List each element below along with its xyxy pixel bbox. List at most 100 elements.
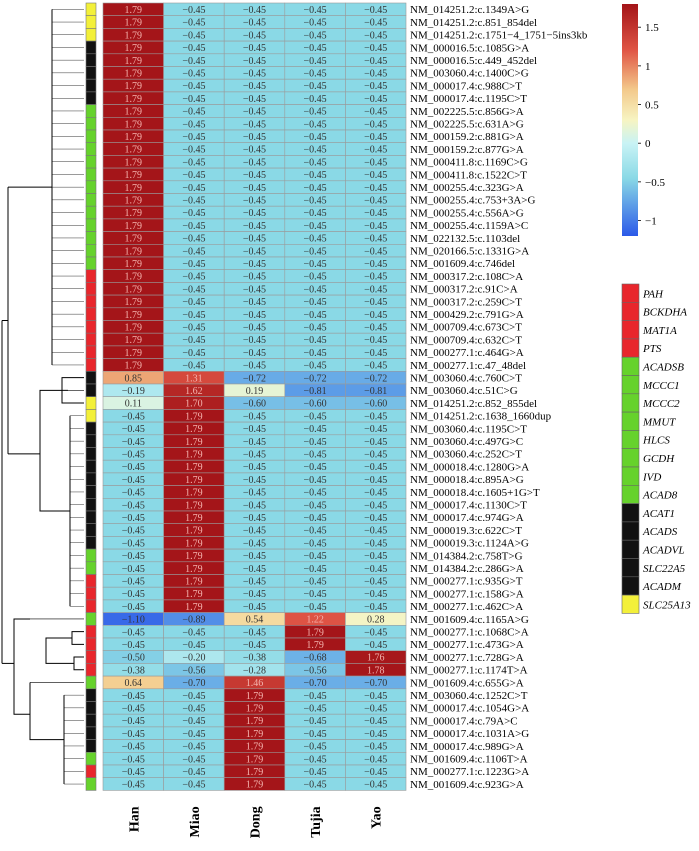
row-label: NM_000317.2:c.259C>T [410,296,522,308]
cell-value-label: −0.45 [243,526,266,537]
cell-value-label: 1.79 [185,564,203,575]
cell-value-label: −0.81 [364,386,387,397]
cell-value-label: −0.45 [304,526,327,537]
gene-legend-label: SLC22A5 [643,563,686,575]
cell-value-label: −0.45 [243,335,266,346]
cell-value-label: −1.10 [122,615,145,626]
cell-value-label: 1.79 [246,767,264,778]
cell-value-label: −0.45 [122,754,145,765]
cell-value-label: −0.45 [304,488,327,499]
cell-value-label: −0.45 [364,450,387,461]
row-label: NM_002225.5:c.631A>G [410,119,524,131]
cell-value-label: 1.79 [185,589,203,600]
cell-value-label: −0.45 [304,551,327,562]
cell-value-label: −0.45 [364,183,387,194]
row-label: NM_000016.5:c.449_452del [410,55,537,67]
cell-value-label: −0.45 [243,196,266,207]
gene-legend-swatch [621,558,640,578]
gene-annotation-cell [85,701,97,715]
cell-value-label: −0.45 [122,627,145,638]
row-label: NM_000016.5:c.1085G>A [410,42,529,54]
gene-annotation-cell [85,574,97,588]
cell-value-label: −0.45 [243,424,266,435]
cell-value-label: −0.45 [122,577,145,588]
gene-annotation-cell [85,751,97,766]
cell-value-label: −0.45 [122,780,145,791]
row-label: NM_000017.4:c.1031A>G [410,728,529,740]
cell-value-label: −0.45 [182,43,205,54]
cell-value-label: −0.45 [304,284,327,295]
cell-value-label: 1.79 [185,538,203,549]
gene-legend-swatch [621,484,640,504]
gene-annotation-bar [85,2,97,791]
cell-value-label: −0.45 [364,310,387,321]
cell-value-label: −0.45 [243,157,266,168]
cell-value-label: −0.45 [364,145,387,156]
gene-annotation-cell [85,536,97,550]
cell-value-label: −0.45 [243,437,266,448]
gene-annotation-cell [85,91,97,105]
cell-value-label: −0.72 [243,373,266,384]
cell-value-label: −0.45 [122,475,145,486]
row-label: NM_000159.2:c.877G>A [410,144,524,156]
cell-value-label: 0.28 [367,615,385,626]
cell-value-label: −0.45 [122,767,145,778]
cell-value-label: −0.45 [364,348,387,359]
cell-value-label: −0.45 [304,335,327,346]
cell-value-label: −0.45 [122,704,145,715]
gene-legend-label: ACAD8 [642,490,678,502]
cell-value-label: 1.79 [125,170,143,181]
cell-value-label: −0.45 [364,462,387,473]
cell-value-label: −0.45 [182,640,205,651]
row-label: NM_001609.4:c.1106T>A [410,754,528,766]
row-label: NM_000277.1:c.464G>A [410,347,524,359]
column-label: Miao [188,806,203,837]
row-label: NM_000019.3:c.622C>T [410,525,522,537]
gene-annotation-cell [85,663,97,677]
cell-value-label: −0.45 [243,5,266,16]
cell-value-label: −0.60 [243,399,266,410]
cell-value-label: 1.79 [125,132,143,143]
cell-value-label: 1.79 [185,602,203,613]
cell-value-label: −0.45 [182,729,205,740]
cell-value-label: −0.38 [243,653,266,664]
cell-value-label: 1.79 [125,234,143,245]
cell-value-label: 1.79 [185,488,203,499]
cell-value-label: 1.79 [246,754,264,765]
cell-value-label: −0.38 [122,665,145,676]
cell-value-label: −0.45 [243,221,266,232]
cell-value-label: −0.45 [122,450,145,461]
cell-value-label: −0.45 [364,335,387,346]
cell-value-label: 1.79 [125,272,143,283]
cell-value-label: −0.45 [243,56,266,67]
gene-annotation-cell [85,599,97,613]
cell-value-label: −0.56 [182,665,205,676]
cell-value-label: 1.79 [125,208,143,219]
cell-value-label: −0.45 [122,602,145,613]
row-label: NM_000277.1:c.158G>A [410,588,524,600]
cell-value-label: −0.45 [364,234,387,245]
cell-value-label: 1.79 [125,361,143,372]
row-label: NM_001609.4:c.1165A>G [410,614,529,626]
cell-value-label: 1.79 [125,30,143,41]
gene-annotation-cell [85,688,97,702]
heatmap-cells: 1.79 −0.45 −0.45 −0.45 −0.45 1.79 −0.45 −0.45 −0… [102,2,407,791]
gene-annotation-cell [85,53,97,67]
cell-value-label: −0.68 [304,653,327,664]
cell-value-label: −0.60 [364,399,387,410]
cell-value-label: 1.79 [125,43,143,54]
cell-value-label: −0.45 [364,284,387,295]
cell-value-label: −0.45 [364,500,387,511]
cell-value-label: −0.45 [243,246,266,257]
cell-value-label: −0.45 [364,5,387,16]
cell-value-label: −0.45 [243,602,266,613]
row-label: NM_000277.1:c.1068C>A [410,627,529,639]
cell-value-label: −0.45 [243,564,266,575]
cell-value-label: 1.79 [125,259,143,270]
cell-value-label: −0.56 [304,665,327,676]
cell-value-label: −0.45 [304,196,327,207]
colorbar-tick-label: 0 [645,138,651,150]
cell-value-label: −0.45 [122,424,145,435]
cell-value-label: −0.45 [182,259,205,270]
cell-value-label: −0.45 [182,272,205,283]
